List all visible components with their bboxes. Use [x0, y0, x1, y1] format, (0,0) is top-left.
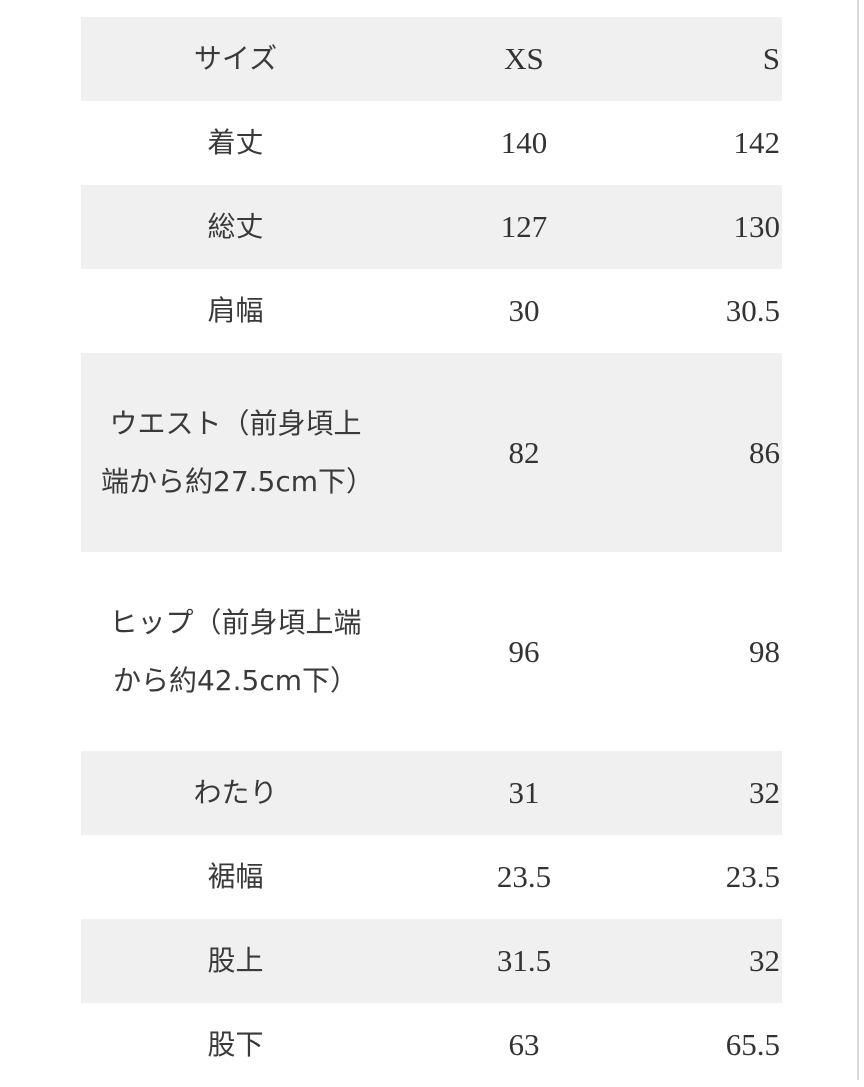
row-label: 肩幅 [207, 294, 264, 327]
header-xs: XS [504, 41, 544, 76]
row-label: わたり [193, 776, 278, 809]
row-xs-value: 140 [500, 125, 548, 160]
row-label: ヒップ（前身頃上端から約42.5cm下） [109, 605, 362, 697]
table-row: ヒップ（前身頃上端から約42.5cm下） 96 98 [81, 552, 782, 751]
row-s-value: 98 [749, 633, 780, 669]
header-s: S [762, 41, 780, 76]
row-s-value: 86 [749, 434, 780, 470]
row-xs-value: 31.5 [496, 943, 552, 978]
table-row: 肩幅 30 30.5 [81, 269, 782, 353]
row-s-value: 23.5 [725, 859, 780, 894]
row-xs-value: 31 [508, 775, 540, 810]
row-xs-value: 23.5 [496, 859, 552, 894]
table-row: 股下 63 65.5 [81, 1003, 782, 1087]
row-label: 着丈 [207, 126, 264, 159]
header-size: サイズ [193, 42, 278, 75]
table-row: 着丈 140 142 [81, 101, 782, 185]
row-xs-value: 127 [500, 209, 548, 244]
row-label: 裾幅 [207, 860, 264, 893]
row-label: 総丈 [207, 210, 264, 243]
row-s-value: 130 [733, 209, 781, 244]
row-xs-value: 96 [508, 633, 540, 669]
table-header-row: サイズ XS S [81, 17, 782, 101]
size-table: サイズ XS S 着丈 140 142 総丈 127 130 肩幅 30 30.… [81, 17, 782, 1087]
table-row: 股上 31.5 32 [81, 919, 782, 1003]
table-row: 裾幅 23.5 23.5 [81, 835, 782, 919]
row-xs-value: 82 [508, 434, 540, 470]
row-label: 股下 [207, 1028, 264, 1061]
row-xs-value: 63 [508, 1027, 540, 1062]
table-row: わたり 31 32 [81, 751, 782, 835]
row-s-value: 30.5 [725, 293, 780, 328]
row-s-value: 65.5 [725, 1027, 780, 1062]
row-xs-value: 30 [508, 293, 540, 328]
row-s-value: 32 [749, 943, 780, 978]
row-label: ウエスト（前身頃上端から約27.5cm下） [101, 406, 375, 498]
table-row: 総丈 127 130 [81, 185, 782, 269]
row-s-value: 32 [749, 775, 780, 810]
row-label: 股上 [207, 944, 264, 977]
right-edge-divider [857, 0, 859, 1080]
table-row: ウエスト（前身頃上端から約27.5cm下） 82 86 [81, 353, 782, 552]
row-s-value: 142 [733, 125, 781, 160]
